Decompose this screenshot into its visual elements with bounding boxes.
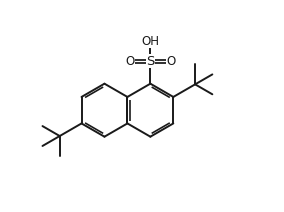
Text: S: S xyxy=(146,55,154,68)
Text: OH: OH xyxy=(141,35,159,48)
Text: O: O xyxy=(166,55,176,68)
Text: O: O xyxy=(125,55,134,68)
